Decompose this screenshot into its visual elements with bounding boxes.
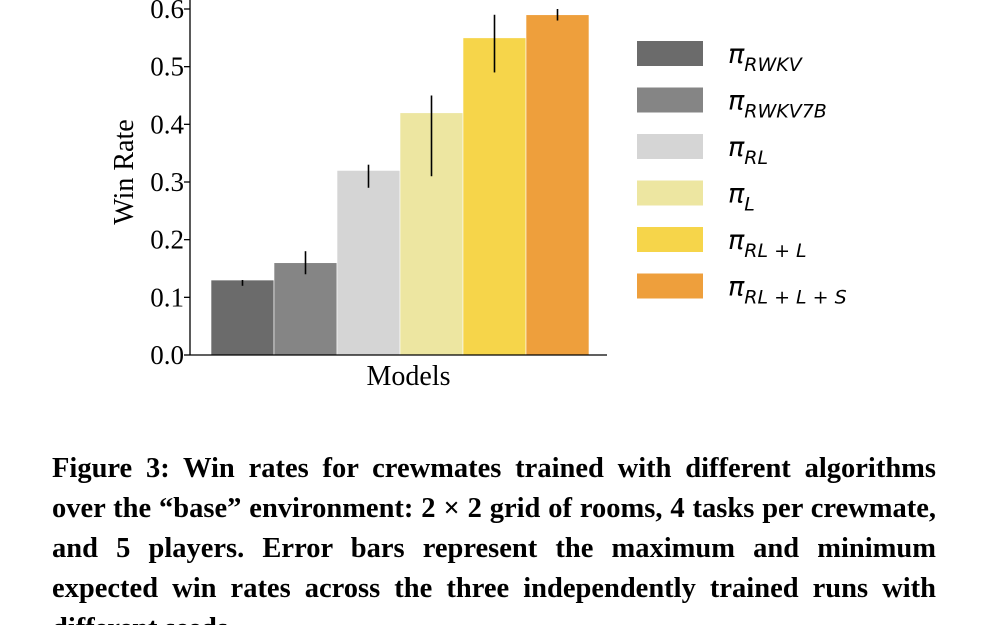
legend-swatch-3 <box>637 134 703 159</box>
legend-swatch-1 <box>637 41 703 66</box>
error-bars-layer <box>241 9 559 286</box>
legend: πRWKV πRWKV7B πRL πL πRL + L πRL + L + S <box>637 39 847 309</box>
y-tick-label: 0.0 <box>150 340 184 370</box>
legend-label-4: πL <box>728 179 755 216</box>
bar-6 <box>525 14 590 356</box>
legend-label-5: πRL + L <box>728 225 807 262</box>
y-tick-label: 0.1 <box>150 282 184 312</box>
y-tick-label: 0.6 <box>150 0 184 24</box>
y-tick-label: 0.2 <box>150 225 184 255</box>
legend-swatch-6 <box>637 273 703 299</box>
legend-label-2: πRWKV7B <box>728 86 827 123</box>
bar-1 <box>210 279 275 356</box>
bar-2 <box>273 262 338 356</box>
bar-5 <box>462 37 527 356</box>
legend-swatch-4 <box>637 180 703 206</box>
figure-caption: Figure 3: Win rates for crewmates traine… <box>52 453 936 625</box>
axes-layer: 0.0 0.1 0.2 0.3 0.4 0.5 0.6 Models Win Rate <box>109 0 607 392</box>
y-axis-title: Win Rate <box>109 119 140 224</box>
y-tick-label: 0.3 <box>150 167 184 197</box>
bar-chart: 0.0 0.1 0.2 0.3 0.4 0.5 0.6 Models Win Rate πRWK… <box>109 0 847 392</box>
legend-label-1: πRWKV <box>728 39 804 76</box>
x-axis-title: Models <box>367 361 451 392</box>
bar-3 <box>336 170 401 356</box>
y-tick-label: 0.5 <box>150 52 184 82</box>
legend-label-3: πRL <box>728 132 768 169</box>
legend-swatch-5 <box>637 227 703 252</box>
y-tick-label: 0.4 <box>150 109 184 139</box>
legend-label-6: πRL + L + S <box>728 272 847 309</box>
legend-swatch-2 <box>637 87 703 113</box>
bars-layer <box>210 14 590 356</box>
